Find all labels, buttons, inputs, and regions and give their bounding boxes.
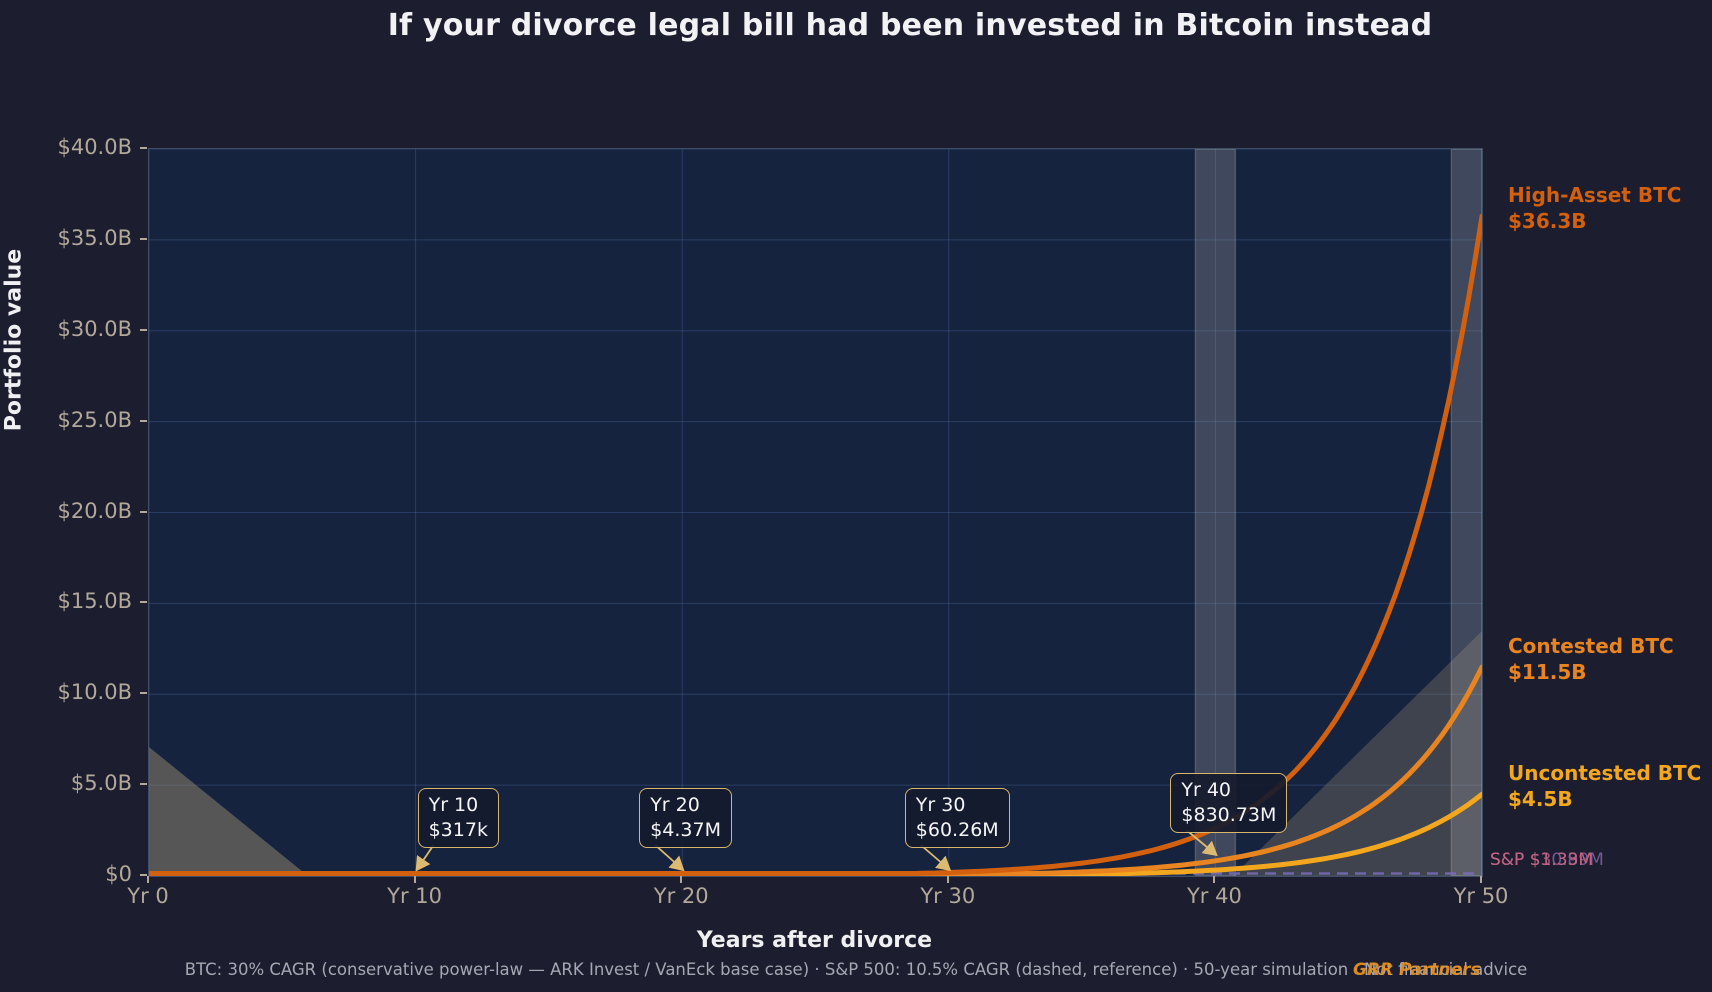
series-name: Contested BTC: [1508, 633, 1674, 658]
annotation-arrow: [415, 844, 435, 872]
y-tick-mark: [140, 783, 147, 786]
y-tick-mark: [140, 419, 147, 422]
y-tick-label: $15.0B: [57, 589, 132, 614]
y-tick-label: $10.0B: [57, 680, 132, 705]
shaded-band: [1450, 149, 1482, 876]
y-tick-mark: [140, 328, 147, 331]
y-tick-label: $25.0B: [57, 407, 132, 432]
series-end-value: $36.3B: [1508, 209, 1587, 234]
annotation-value: $830.73M: [1181, 804, 1277, 826]
x-tick-label: Yr 30: [920, 884, 976, 908]
annotation-yr-30: Yr 30 $60.26M: [904, 788, 1010, 848]
x-tick-mark: [1213, 876, 1216, 883]
y-tick-mark: [140, 874, 147, 876]
x-tick-mark: [147, 876, 149, 883]
y-tick-label: $30.0B: [57, 316, 132, 341]
watermark: GRR Partners: [1353, 960, 1481, 980]
series-end-value: $4.5B: [1508, 787, 1573, 812]
footer-note: BTC: 30% CAGR (conservative power-law — …: [184, 960, 1528, 979]
chart-canvas: [149, 149, 1482, 876]
x-axis-title: Years after divorce: [696, 928, 933, 953]
y-tick-mark: [140, 601, 147, 604]
y-tick-mark: [140, 692, 147, 695]
x-tick-label: Yr 20: [653, 884, 709, 908]
series-label-contested-btc: Contested BTC $11.5B: [1508, 633, 1674, 685]
annotation-arrow: [1185, 829, 1218, 857]
y-tick-label: $20.0B: [57, 498, 132, 523]
sp500-end-label-2: S&P $1.33M: [1490, 850, 1594, 870]
annotation-year: Yr 40: [1181, 779, 1232, 801]
y-tick-mark: [140, 237, 147, 240]
x-tick-mark: [946, 876, 949, 883]
sp500-end-label-1: S&P $3.39M: [1490, 850, 1594, 870]
y-tick-label: $5.0B: [70, 771, 132, 796]
series-name: Uncontested BTC: [1508, 761, 1702, 786]
annotation-yr-20: Yr 20 $4.37M: [639, 788, 732, 848]
annotation-arrow: [654, 844, 685, 872]
y-tick-label: $35.0B: [57, 225, 132, 250]
x-tick-mark: [1480, 876, 1482, 883]
series-name: High-Asset BTC: [1508, 183, 1682, 208]
annotation-arrow: [920, 844, 952, 872]
annotation-yr-40: Yr 40 $830.73M: [1170, 773, 1288, 833]
annotation-year: Yr 30: [915, 794, 966, 816]
annotation-value: $4.37M: [650, 819, 721, 841]
shaded-wedge-right: [1233, 631, 1482, 876]
annotation-value: $317k: [428, 819, 488, 841]
plot-area: Yr 10 $317k Yr 20 $4.37M Yr 30 $60.26M Yr 40 $8…: [148, 148, 1483, 877]
annotation-value: $60.26M: [915, 819, 999, 841]
sp500-end-label-0: S&P $10.89M: [1490, 850, 1604, 870]
series-label-uncontested-btc: Uncontested BTC $4.5B: [1508, 760, 1701, 812]
y-tick-label: $40.0B: [57, 135, 132, 159]
annotation-year: Yr 20: [650, 794, 700, 816]
y-tick-mark: [140, 147, 147, 149]
x-tick-label: Yr 10: [387, 884, 443, 908]
shaded-wedge-left: [149, 747, 308, 876]
x-tick-label: Yr 40: [1186, 884, 1242, 908]
x-tick-label: Yr 50: [1453, 884, 1509, 908]
page-title: If your divorce legal bill had been inve…: [387, 8, 1433, 43]
series-end-value: $11.5B: [1508, 659, 1587, 684]
series-label-high-asset-btc: High-Asset BTC $36.3B: [1508, 182, 1681, 234]
x-tick-mark: [680, 876, 683, 883]
annotation-yr-10: Yr 10 $317k: [417, 788, 499, 848]
x-tick-mark: [413, 876, 416, 883]
y-tick-label: $0: [105, 862, 132, 886]
annotation-year: Yr 10: [428, 794, 479, 816]
y-tick-mark: [140, 510, 147, 513]
x-tick-label: Yr 0: [127, 884, 169, 908]
shaded-band: [1194, 149, 1237, 876]
